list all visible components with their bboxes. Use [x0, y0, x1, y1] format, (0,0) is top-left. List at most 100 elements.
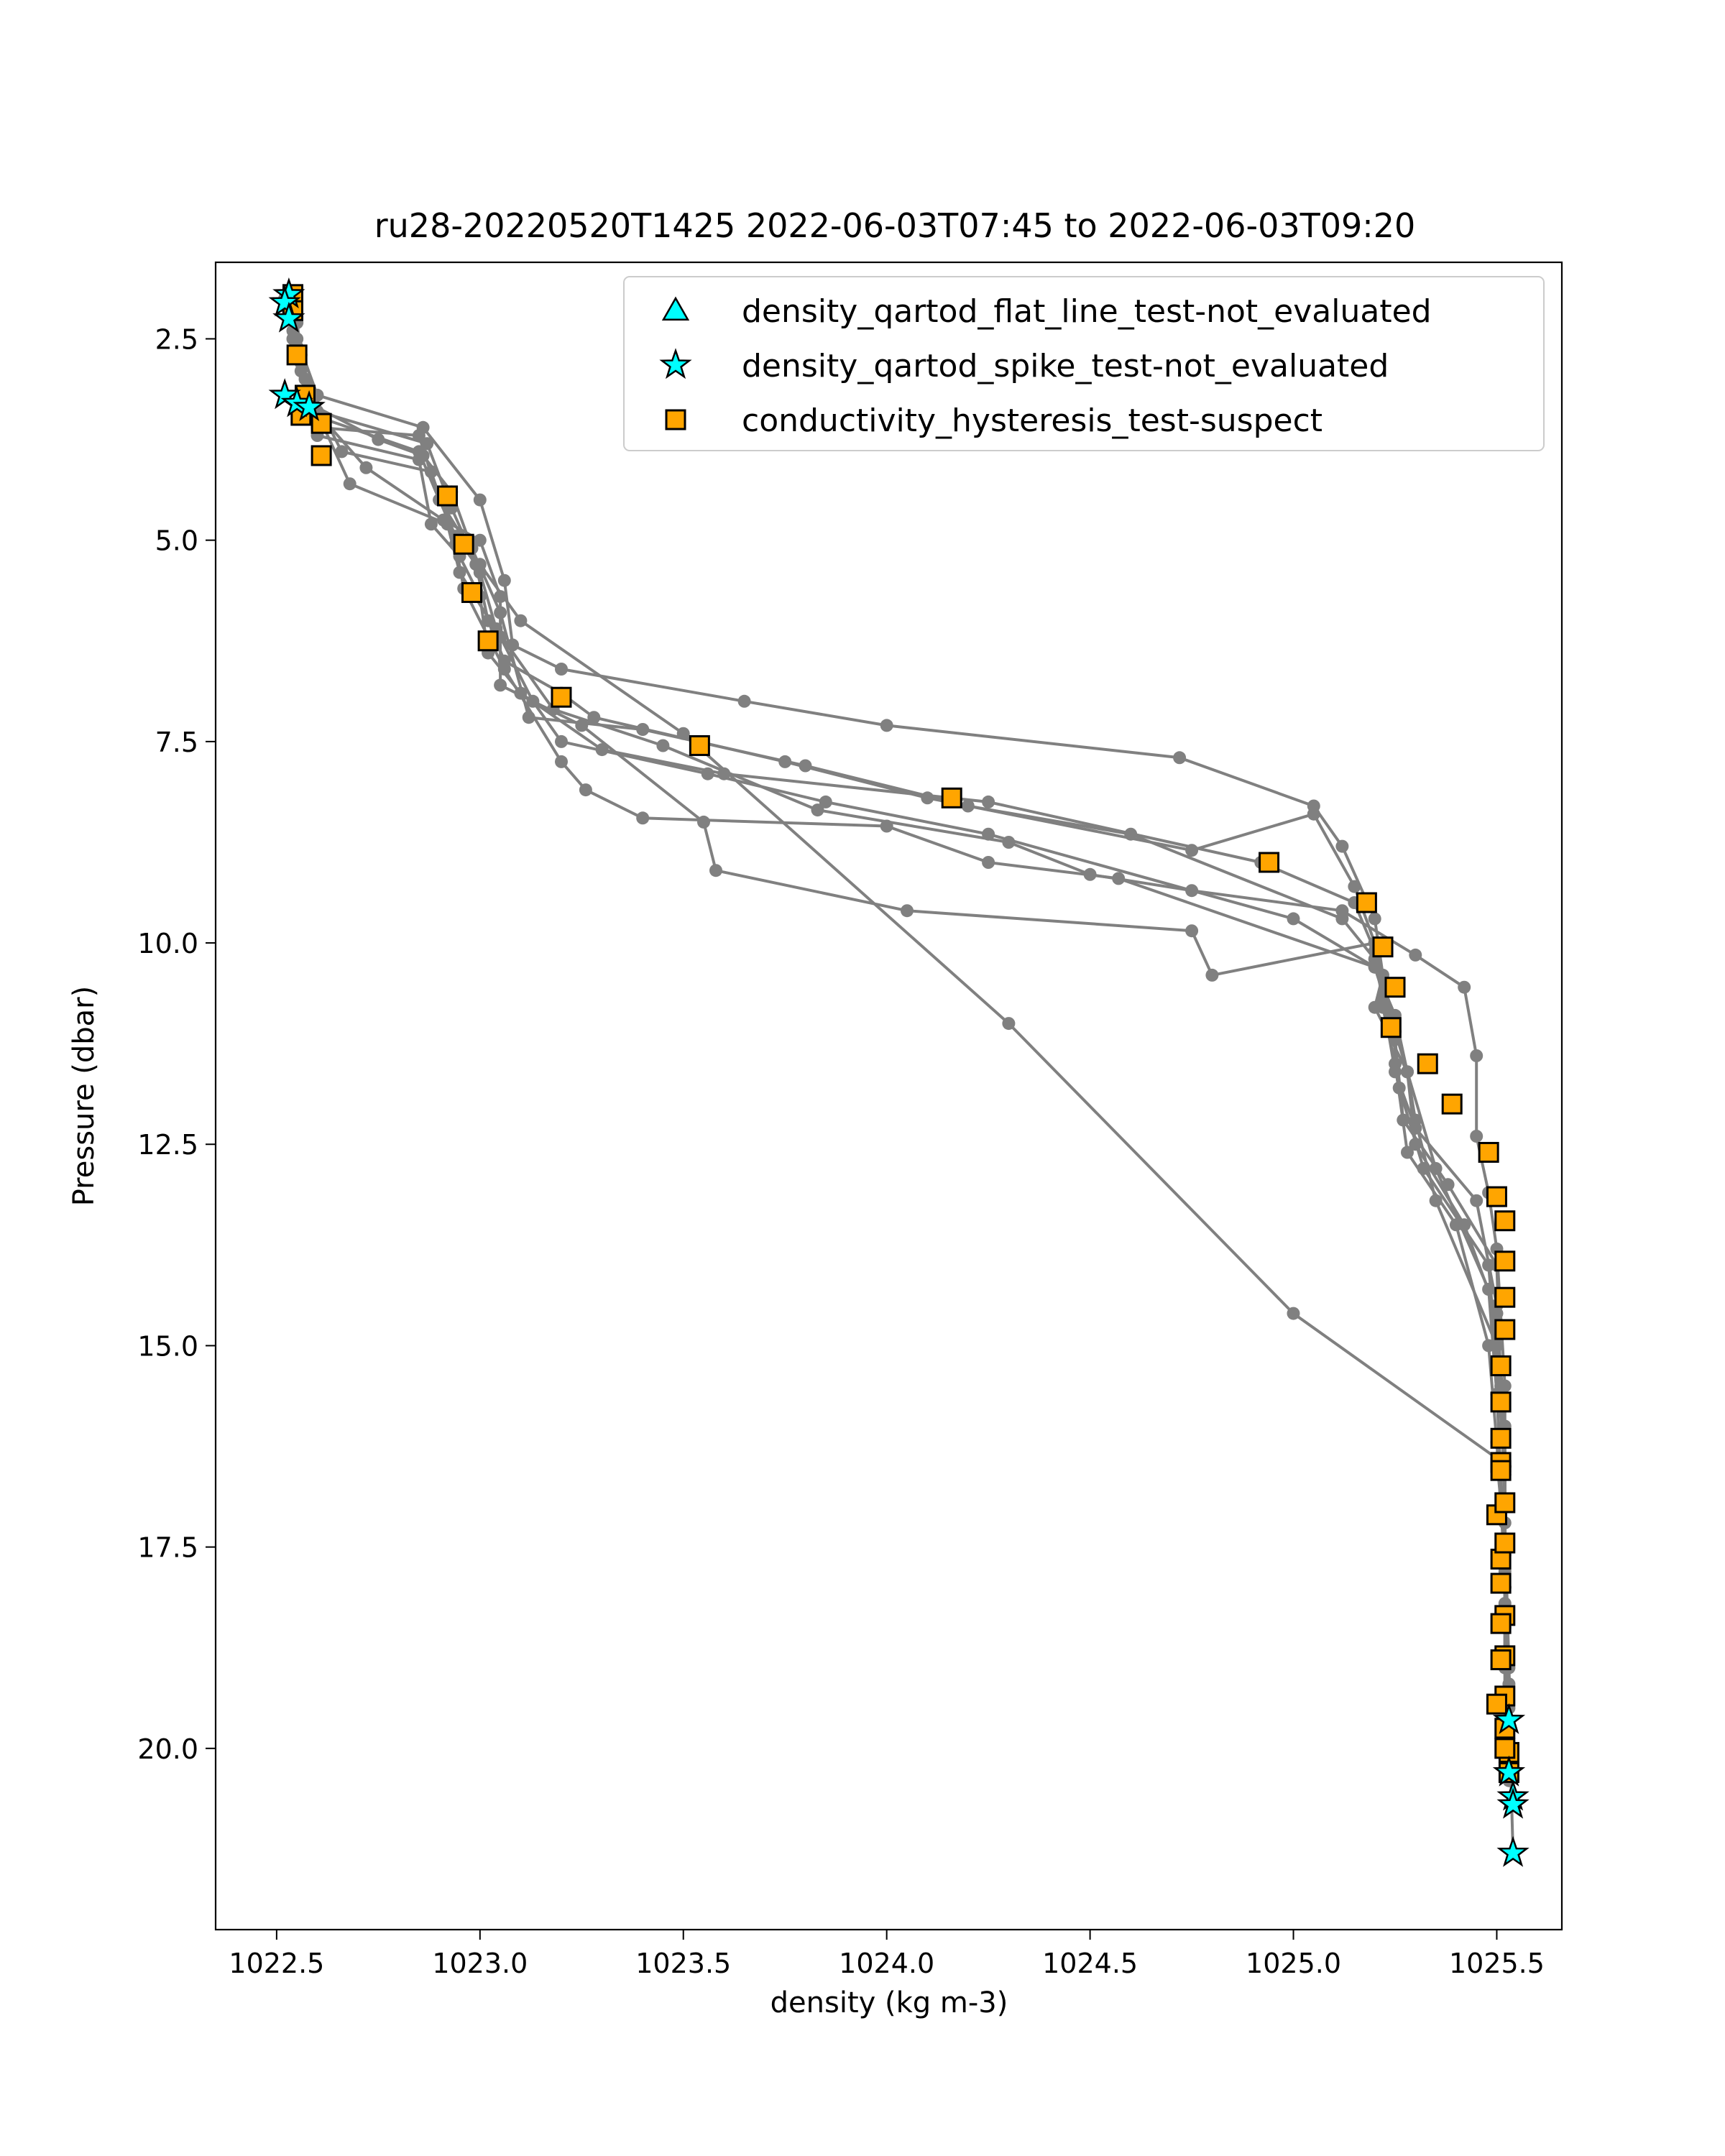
- profile-point: [1401, 1065, 1414, 1079]
- square-marker: [1494, 1210, 1516, 1232]
- square-marker: [461, 582, 482, 604]
- star-marker: [272, 301, 305, 333]
- legend-entries: density_qartod_flat_line_test-not_evalua…: [659, 293, 1432, 439]
- profile-point: [1449, 1218, 1463, 1232]
- profile-point: [811, 803, 824, 817]
- profile-point: [555, 663, 568, 676]
- legend-triangle-icon: [661, 296, 690, 321]
- profile-point: [494, 590, 507, 604]
- square-marker: [1490, 1355, 1512, 1376]
- square-marker: [1441, 1093, 1463, 1115]
- profile-point: [1409, 948, 1422, 962]
- square-marker: [1356, 892, 1377, 913]
- profile-point: [1185, 924, 1199, 938]
- profile-point: [1470, 1049, 1484, 1062]
- profile-point: [982, 827, 995, 841]
- square-marker: [1494, 1738, 1516, 1759]
- profile-point: [901, 904, 914, 918]
- square-marker: [437, 485, 459, 507]
- square-marker: [1478, 1141, 1499, 1163]
- profile-point: [494, 678, 507, 692]
- profile-point: [1287, 1307, 1300, 1320]
- profile-point: [1458, 980, 1471, 994]
- profile-point: [359, 461, 373, 474]
- profile-point: [982, 856, 995, 869]
- profile-point: [737, 694, 751, 708]
- profile-point: [1287, 912, 1300, 926]
- profile-point: [1002, 1017, 1016, 1031]
- profile-point: [880, 719, 893, 732]
- profile-point: [961, 799, 975, 813]
- square-marker: [1494, 1319, 1516, 1340]
- profile-point: [453, 566, 466, 579]
- legend: density_qartod_flat_line_test-not_evalua…: [623, 276, 1545, 451]
- star-marker: [268, 285, 301, 317]
- profile-point: [1376, 1000, 1389, 1014]
- profile-point: [514, 614, 528, 627]
- profile-point: [1368, 912, 1381, 926]
- profile-point: [1335, 904, 1349, 918]
- square-marker: [1384, 977, 1406, 998]
- y-tick-label: 10.0: [137, 928, 198, 959]
- plot-frame: [214, 261, 1563, 1931]
- y-tick-label: 7.5: [155, 727, 198, 758]
- profile-point: [335, 445, 349, 459]
- profile-point: [676, 727, 690, 740]
- profile-point: [424, 517, 438, 531]
- square-marker: [551, 686, 572, 708]
- square-marker: [689, 734, 710, 756]
- profile-point: [1335, 839, 1349, 853]
- flag-markers-layer: [268, 277, 1530, 1867]
- square-marker: [1490, 1391, 1512, 1413]
- profile-point: [880, 819, 893, 833]
- profile-point: [1429, 1161, 1443, 1175]
- y-tick-label: 2.5: [155, 323, 198, 355]
- square-marker: [1494, 1532, 1516, 1554]
- star-marker: [1492, 1755, 1526, 1787]
- profile-point: [436, 513, 450, 527]
- square-marker: [1372, 936, 1394, 958]
- profile-point: [701, 767, 714, 780]
- legend-star-icon: [659, 348, 692, 379]
- square-marker: [1490, 1613, 1512, 1634]
- profile-point: [636, 811, 650, 825]
- profile-point: [473, 558, 487, 571]
- profile-point: [1401, 1146, 1414, 1159]
- profile-point: [555, 755, 568, 768]
- profile-point: [709, 864, 722, 877]
- x-tick-label: 1025.5: [1449, 1948, 1545, 1979]
- x-tick-label: 1023.0: [432, 1948, 528, 1979]
- profile-point: [294, 364, 308, 378]
- legend-label: conductivity_hysteresis_test-suspect: [742, 402, 1322, 439]
- square-marker: [1494, 1492, 1516, 1514]
- y-tick-label: 5.0: [155, 525, 198, 557]
- star-marker: [1492, 1703, 1526, 1734]
- y-tick-label: 17.5: [137, 1532, 198, 1564]
- profile-point: [473, 533, 487, 547]
- profile-point: [1205, 968, 1219, 982]
- profile-point: [497, 573, 511, 587]
- star-marker: [1496, 1787, 1530, 1819]
- legend-box: [623, 276, 1545, 451]
- square-marker: [477, 630, 499, 652]
- x-axis-ticks: 1022.5 1023.0 1023.5 1024.0 1024.5 1025.0 1025…: [229, 1930, 1545, 1979]
- profile-point: [819, 795, 832, 808]
- profile-point: [372, 433, 385, 446]
- legend-square-icon: [665, 409, 686, 430]
- profile-point: [1470, 1130, 1484, 1143]
- y-tick-label: 15.0: [137, 1330, 198, 1362]
- profile-point: [1307, 807, 1320, 821]
- profile-point: [1470, 1194, 1484, 1207]
- profile-point: [799, 759, 812, 773]
- x-tick-label: 1023.5: [635, 1948, 731, 1979]
- star-marker: [293, 390, 326, 421]
- legend-label: density_qartod_flat_line_test-not_evalua…: [742, 293, 1432, 330]
- profile-point: [1498, 1379, 1512, 1393]
- square-marker: [286, 344, 308, 366]
- profile-point: [982, 795, 995, 808]
- profile-point: [1482, 1339, 1496, 1353]
- profile-point: [1124, 827, 1138, 841]
- profile-point: [1173, 751, 1187, 765]
- profile-point: [1482, 1283, 1496, 1296]
